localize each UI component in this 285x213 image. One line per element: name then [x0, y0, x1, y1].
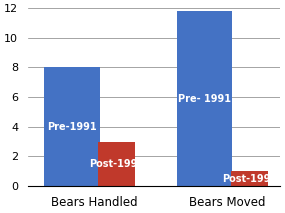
- Bar: [231, 171, 268, 186]
- Bar: [98, 142, 135, 186]
- Bar: [44, 68, 100, 186]
- Text: Pre- 1991: Pre- 1991: [178, 94, 231, 104]
- Text: Post-1991: Post-1991: [222, 174, 277, 184]
- Text: Pre-1991: Pre-1991: [47, 122, 97, 132]
- Bar: [177, 11, 232, 186]
- Text: Post-1991: Post-1991: [89, 159, 144, 169]
